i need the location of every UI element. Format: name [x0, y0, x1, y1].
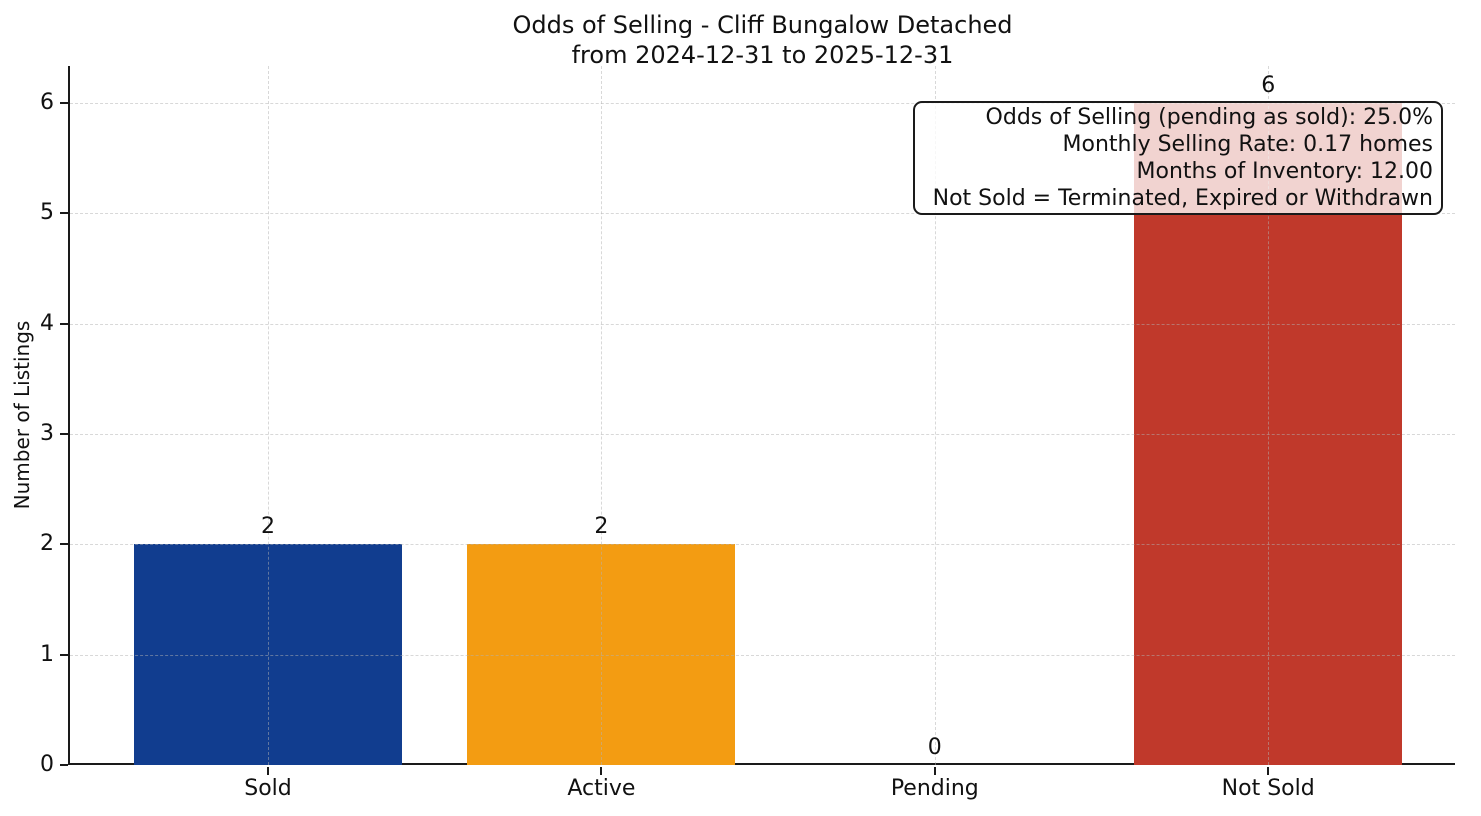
gridline-vertical [601, 66, 603, 765]
x-tick-mark [1267, 767, 1270, 775]
y-tick-mark [60, 433, 68, 435]
y-tick-mark [60, 543, 68, 546]
bar-value-label: 2 [261, 514, 275, 540]
gridline-horizontal [70, 103, 1455, 105]
y-tick-label: 4 [40, 310, 54, 336]
x-tick-label: Active [567, 776, 636, 801]
chart-subtitle: from 2024-12-31 to 2025-12-31 [571, 41, 954, 69]
bar-value-label: 2 [594, 514, 609, 540]
x-tick-mark [600, 767, 603, 775]
annotation-not-sold-definition: Not Sold = Terminated, Expired or Withdr… [932, 186, 1433, 211]
y-axis-label: Number of Listings [10, 320, 34, 510]
y-tick-mark [60, 322, 68, 325]
y-tick-label: 2 [40, 531, 54, 557]
x-tick-label: Pending [890, 776, 979, 801]
gridline-horizontal [70, 213, 1455, 215]
chart-title: Odds of Selling - Cliff Bungalow Detache… [512, 11, 1013, 39]
y-tick-label: 5 [40, 200, 54, 226]
x-tick-label: Sold [244, 776, 292, 801]
gridline-vertical [1268, 66, 1270, 765]
y-tick-mark [60, 653, 68, 656]
gridline-horizontal [70, 434, 1455, 435]
gridline-horizontal [70, 544, 1455, 546]
stats-annotation-box: Odds of Selling (pending as sold): 25.0%… [913, 101, 1443, 215]
plot-area [68, 66, 1455, 765]
y-tick-label: 3 [40, 421, 54, 446]
y-tick-label: 6 [40, 90, 54, 116]
annotation-months-of-inventory: Months of Inventory: 12.00 [1136, 159, 1433, 184]
bar-value-label: 6 [1261, 73, 1276, 99]
x-tick-label: Not Sold [1221, 776, 1315, 801]
gridline-vertical [934, 66, 936, 765]
annotation-odds-of-selling: Odds of Selling (pending as sold): 25.0% [985, 105, 1433, 130]
gridline-horizontal [70, 654, 1455, 656]
y-tick-mark [60, 102, 68, 105]
gridline-horizontal [70, 323, 1455, 325]
y-tick-label: 0 [40, 752, 54, 777]
x-tick-mark [933, 767, 936, 775]
y-tick-mark [60, 764, 68, 766]
y-tick-mark [60, 212, 68, 215]
annotation-monthly-selling-rate: Monthly Selling Rate: 0.17 homes [1062, 132, 1433, 157]
x-tick-mark [267, 767, 269, 775]
y-tick-label: 1 [40, 641, 54, 667]
gridline-vertical [268, 66, 269, 765]
bar-value-label: 0 [927, 735, 942, 760]
